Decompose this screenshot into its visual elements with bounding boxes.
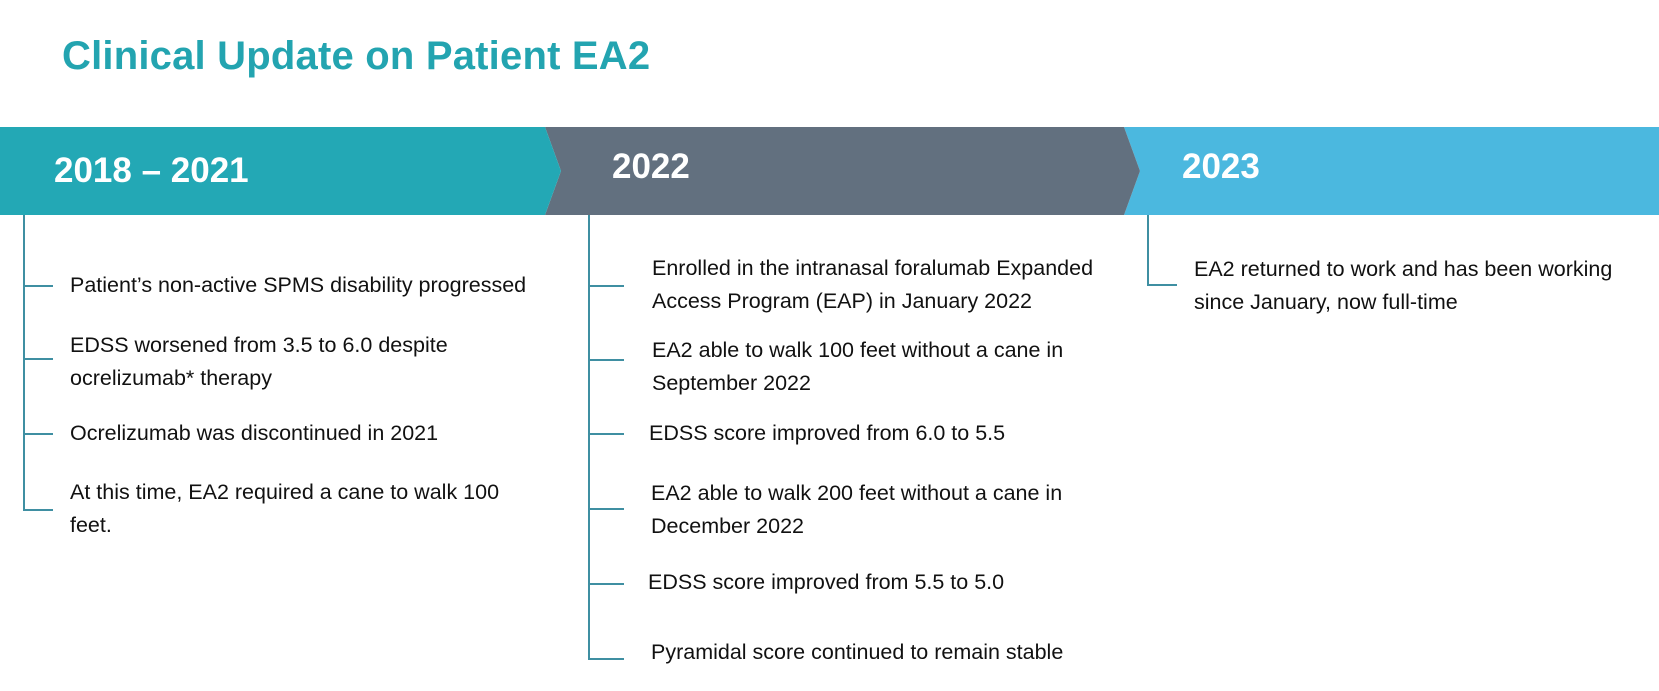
item-text: At this time, EA2 required a cane to wal… (70, 480, 500, 537)
item-text: EA2 able to walk 200 feet without a cane… (651, 481, 1063, 538)
period-2022-band (545, 127, 1140, 215)
period-year-2022: 2022 (612, 147, 690, 186)
page-title: Clinical Update on Patient EA2 (62, 34, 651, 78)
connector-tick (23, 358, 53, 360)
connector-line (588, 215, 590, 660)
item-text: EDSS worsened from 3.5 to 6.0 despite oc… (70, 333, 448, 390)
period-year-2023: 2023 (1182, 147, 1260, 186)
connector-tick (588, 285, 624, 287)
connector-tick (588, 583, 624, 585)
connector-tick (23, 285, 53, 287)
item-text: Enrolled in the intranasal foralumab Exp… (652, 256, 1094, 313)
connector-tick (588, 508, 624, 510)
connector-tick (23, 433, 53, 435)
period-2018-2021-band (0, 127, 561, 215)
item-text: EA2 able to walk 100 feet without a cane… (652, 338, 1064, 395)
period-2023-band (1124, 127, 1659, 215)
connector-tick (588, 433, 624, 435)
item-text: Patient’s non-active SPMS disability pro… (70, 273, 527, 297)
timeline-banner-shapes (0, 127, 1659, 215)
connector-line (1147, 215, 1149, 286)
period-year-2018-2021: 2018 – 2021 (54, 151, 249, 190)
connector-tick (1147, 284, 1177, 286)
connector-tick (588, 658, 624, 660)
item-text: EA2 returned to work and has been workin… (1194, 257, 1613, 314)
connector-tick (23, 509, 53, 511)
item-text: EDSS score improved from 5.5 to 5.0 (648, 570, 1005, 594)
item-text: EDSS score improved from 6.0 to 5.5 (649, 421, 1006, 445)
item-text: Ocrelizumab was discontinued in 2021 (70, 421, 439, 445)
timeline-banner: 2018 – 2021 2022 2023 (0, 127, 1659, 215)
item-text: Pyramidal score continued to remain stab… (651, 640, 1064, 664)
connector-line (23, 215, 25, 511)
connector-tick (588, 359, 624, 361)
